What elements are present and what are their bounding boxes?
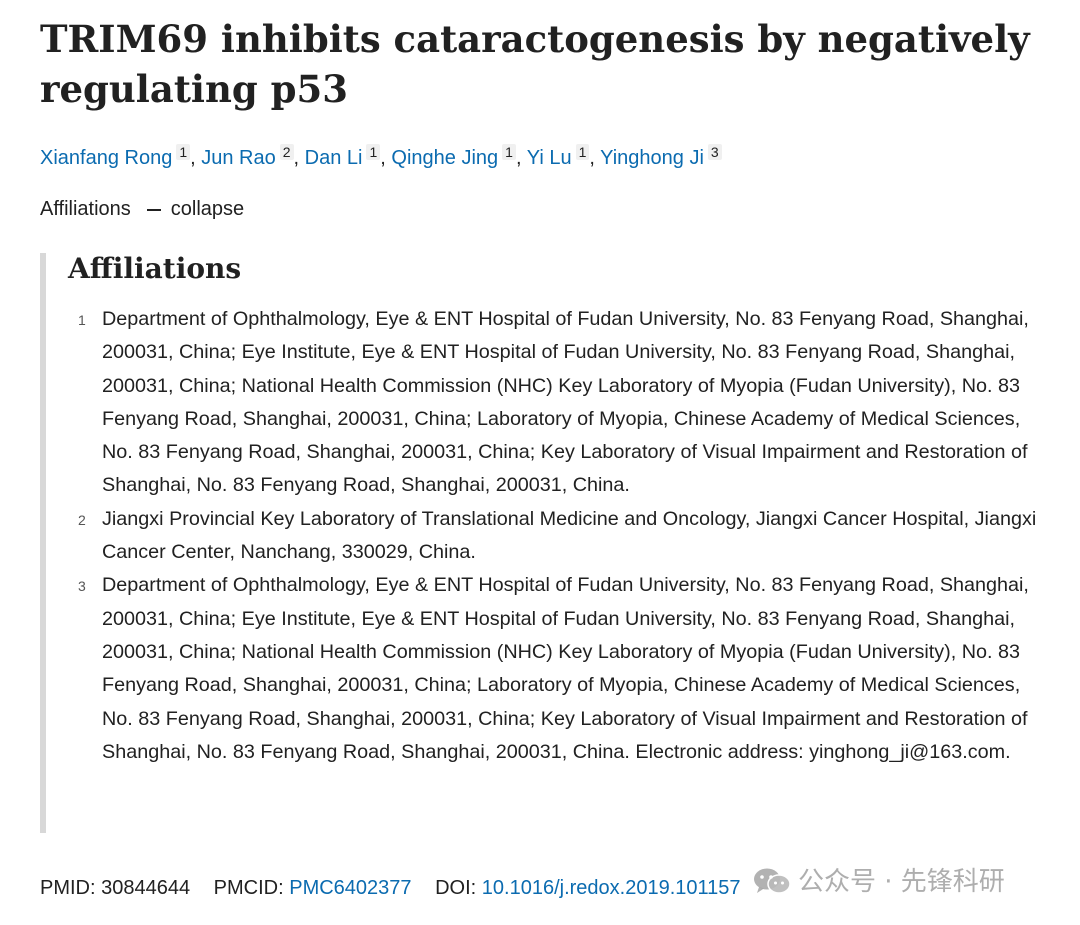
doi-link[interactable]: 10.1016/j.redox.2019.101157: [481, 877, 741, 899]
affiliation-ref[interactable]: 1: [176, 144, 191, 160]
author-link[interactable]: Dan Li: [304, 147, 363, 169]
affiliation-ref[interactable]: 1: [366, 144, 381, 160]
affiliation-item: 1 Department of Ophthalmology, Eye & ENT…: [46, 303, 1046, 503]
affiliation-text: Department of Ophthalmology, Eye & ENT H…: [102, 308, 1029, 497]
affiliation-ref[interactable]: 1: [575, 144, 590, 160]
affiliations-heading: Affiliations: [68, 252, 242, 285]
affiliation-item: 2 Jiangxi Provincial Key Laboratory of T…: [46, 503, 1046, 570]
author-link[interactable]: Qinghe Jing: [391, 147, 499, 169]
doi-label: DOI:: [435, 877, 477, 899]
author-separator: ,: [293, 147, 305, 169]
author-link[interactable]: Jun Rao: [201, 147, 276, 169]
pmid-value: 30844644: [101, 877, 191, 899]
author-link[interactable]: Xianfang Rong: [40, 147, 173, 169]
author-list: Xianfang Rong 1, Jun Rao 2, Dan Li 1, Qingh…: [40, 143, 722, 173]
watermark: 公众号 · 先锋科研: [752, 866, 1005, 898]
affiliations-toggle-action: collapse: [170, 198, 245, 220]
author-link[interactable]: Yinghong Ji: [600, 147, 704, 169]
affiliation-text: Jiangxi Provincial Key Laboratory of Tra…: [102, 507, 1037, 564]
affiliations-panel: Affiliations 1 Department of Ophthalmolo…: [40, 253, 1046, 833]
author-separator: ,: [589, 147, 601, 169]
affiliation-number: 1: [78, 312, 86, 328]
affiliation-ref[interactable]: 2: [279, 144, 294, 160]
affiliations-toggle[interactable]: Affiliations collapse: [40, 194, 244, 224]
affiliation-item: 3 Department of Ophthalmology, Eye & ENT…: [46, 569, 1046, 769]
wechat-icon: [754, 868, 791, 894]
affiliation-number: 2: [78, 511, 86, 528]
affiliations-toggle-label: Affiliations: [40, 198, 131, 220]
pmid-label: PMID:: [40, 877, 96, 899]
affiliations-list: 1 Department of Ophthalmology, Eye & ENT…: [46, 303, 1046, 769]
author-separator: ,: [190, 147, 202, 169]
author-link[interactable]: Yi Lu: [526, 147, 572, 169]
affiliation-number: 3: [78, 578, 86, 595]
article-identifiers: PMID: 30844644 PMCID: PMC6402377 DOI: 10…: [40, 873, 741, 903]
affiliation-text: Department of Ophthalmology, Eye & ENT H…: [102, 574, 1029, 763]
affiliation-ref[interactable]: 1: [502, 144, 516, 160]
author-separator: ,: [380, 147, 392, 169]
collapse-dash-icon: [146, 208, 161, 211]
author-separator: ,: [515, 147, 527, 169]
watermark-text: 公众号 · 先锋科研: [798, 867, 1005, 897]
pmcid-label: PMCID:: [213, 877, 284, 899]
pmcid-link[interactable]: PMC6402377: [289, 877, 412, 899]
article-title: TRIM69 inhibits cataractogenesis by nega…: [40, 17, 1030, 111]
affiliation-ref[interactable]: 3: [707, 144, 722, 160]
